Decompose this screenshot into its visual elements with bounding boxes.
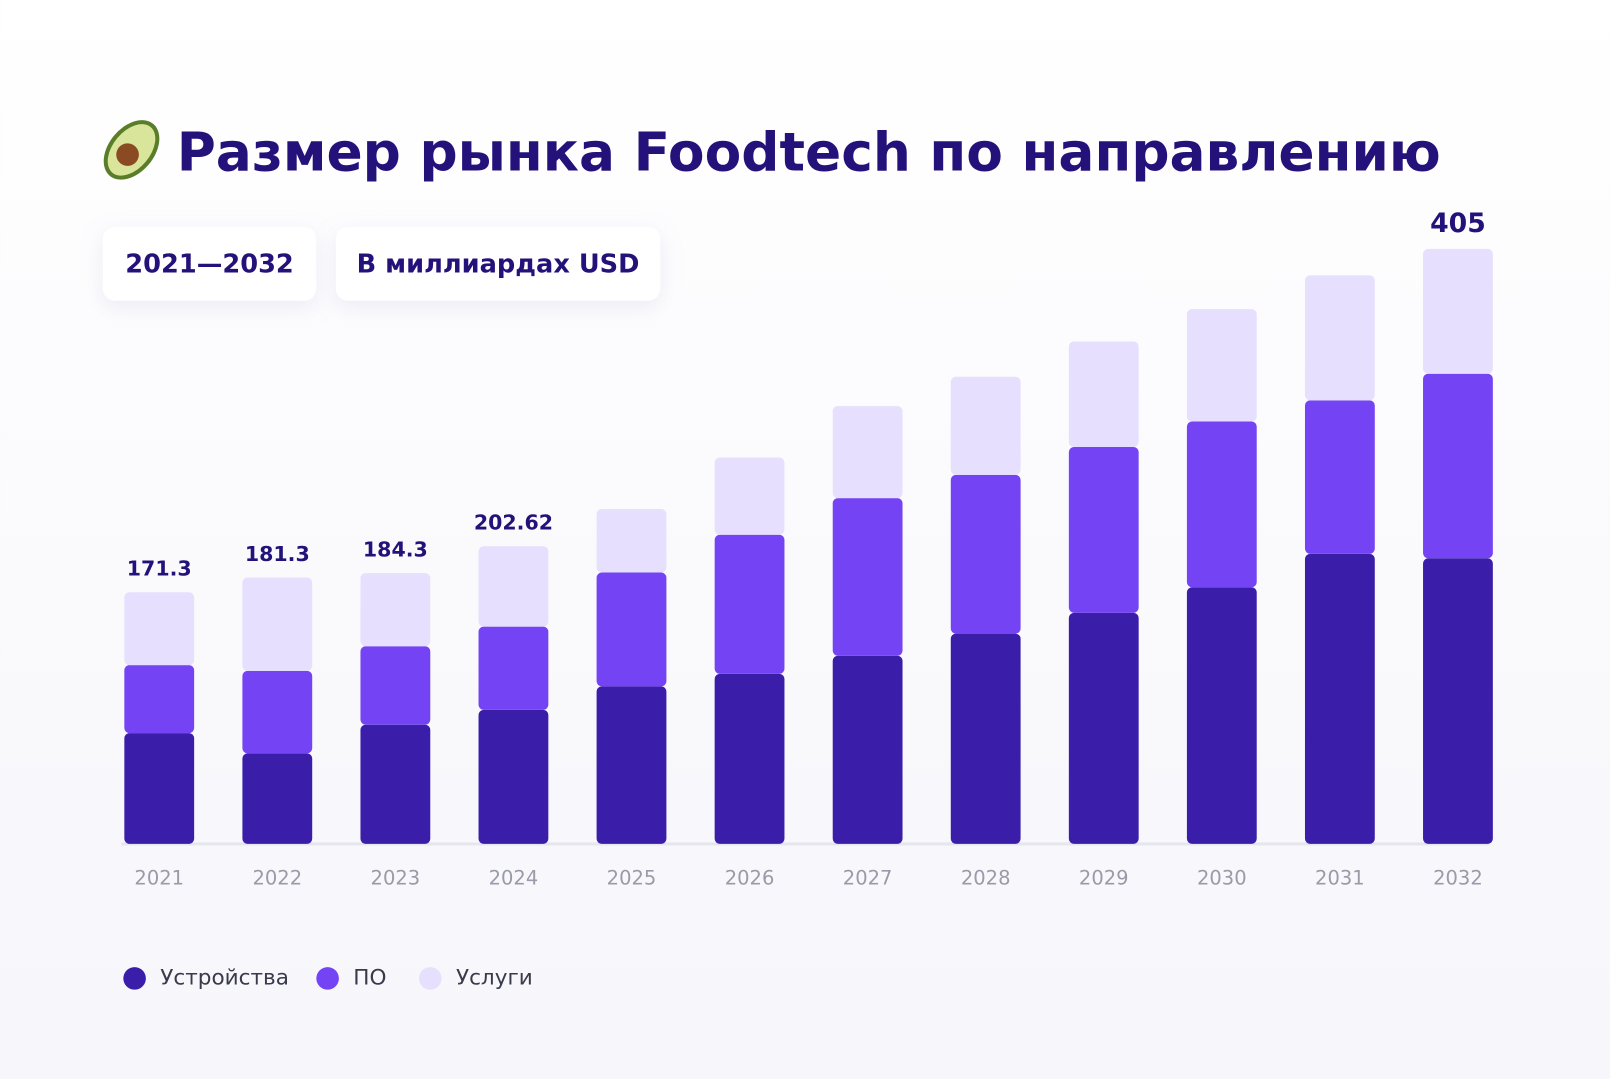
bar-segment — [596, 508, 667, 573]
bar-segment — [478, 709, 549, 844]
bar-segment — [1068, 446, 1139, 613]
x-tick-label: 2030 — [1197, 866, 1247, 889]
legend-swatch — [123, 967, 146, 990]
bar-segment — [360, 724, 431, 844]
bar-segment — [1186, 421, 1257, 588]
total-label: 171.3 — [127, 557, 192, 581]
bar-segment — [1186, 587, 1257, 844]
bar-segment — [950, 376, 1021, 475]
bar-segment — [1423, 248, 1493, 374]
bar-segment — [832, 498, 903, 656]
x-tick-label: 2029 — [1079, 866, 1129, 889]
x-tick-label: 2032 — [1433, 866, 1483, 889]
total-label: 181.3 — [245, 542, 310, 566]
bar-segment — [242, 577, 313, 671]
avocado-icon — [103, 120, 160, 180]
chart-title: Размер рынка Foodtech по направлению — [177, 121, 1441, 184]
bar-segment — [124, 592, 195, 666]
x-tick-label: 2021 — [134, 866, 184, 889]
bar-segment — [1186, 309, 1257, 422]
bar-segment — [1068, 341, 1139, 447]
legend-swatch — [316, 967, 339, 990]
legend-label: Услуги — [456, 965, 533, 990]
bar-segment — [478, 626, 549, 710]
x-tick-label: 2027 — [843, 866, 893, 889]
x-tick-label: 2031 — [1315, 866, 1365, 889]
unit-pill — [335, 226, 661, 301]
legend-label: Устройства — [160, 965, 289, 990]
bar-segment — [596, 686, 667, 844]
total-label: 184.3 — [363, 538, 428, 562]
x-tick-label: 2022 — [252, 866, 302, 889]
x-tick-label: 2025 — [607, 866, 657, 889]
bar-segment — [714, 534, 785, 674]
bar-segment — [596, 572, 667, 687]
unit-label: В миллиардах USD — [357, 249, 640, 279]
bar-segment — [1304, 553, 1375, 844]
total-label: 202.62 — [474, 511, 553, 535]
bar-segment — [360, 573, 431, 647]
bar-segment — [360, 646, 431, 725]
bar-segment — [832, 406, 903, 499]
x-tick-label: 2026 — [725, 866, 775, 889]
bar-segment — [1423, 558, 1493, 844]
bar-segment — [242, 670, 313, 754]
period-pill — [102, 226, 317, 301]
bar-segment — [714, 673, 785, 844]
total-label: 405 — [1430, 208, 1486, 239]
bar-segment — [124, 733, 195, 844]
bar-segment — [832, 655, 903, 844]
bar-segment — [1304, 400, 1375, 554]
x-tick-label: 2023 — [371, 866, 421, 889]
bar-segment — [478, 546, 549, 627]
bar-segment — [714, 457, 785, 535]
bar-segment — [1423, 373, 1493, 559]
period-label: 2021—2032 — [125, 249, 293, 279]
bar-segment — [1304, 275, 1375, 401]
x-tick-label: 2024 — [489, 866, 539, 889]
legend-swatch — [418, 967, 442, 990]
bar-segment — [950, 633, 1021, 844]
bar-segment — [950, 474, 1021, 634]
x-tick-label: 2028 — [961, 866, 1011, 889]
bar-segment — [1068, 612, 1139, 844]
legend-label: ПО — [353, 965, 386, 990]
bar-segment — [242, 753, 313, 844]
bar-segment — [124, 665, 195, 734]
